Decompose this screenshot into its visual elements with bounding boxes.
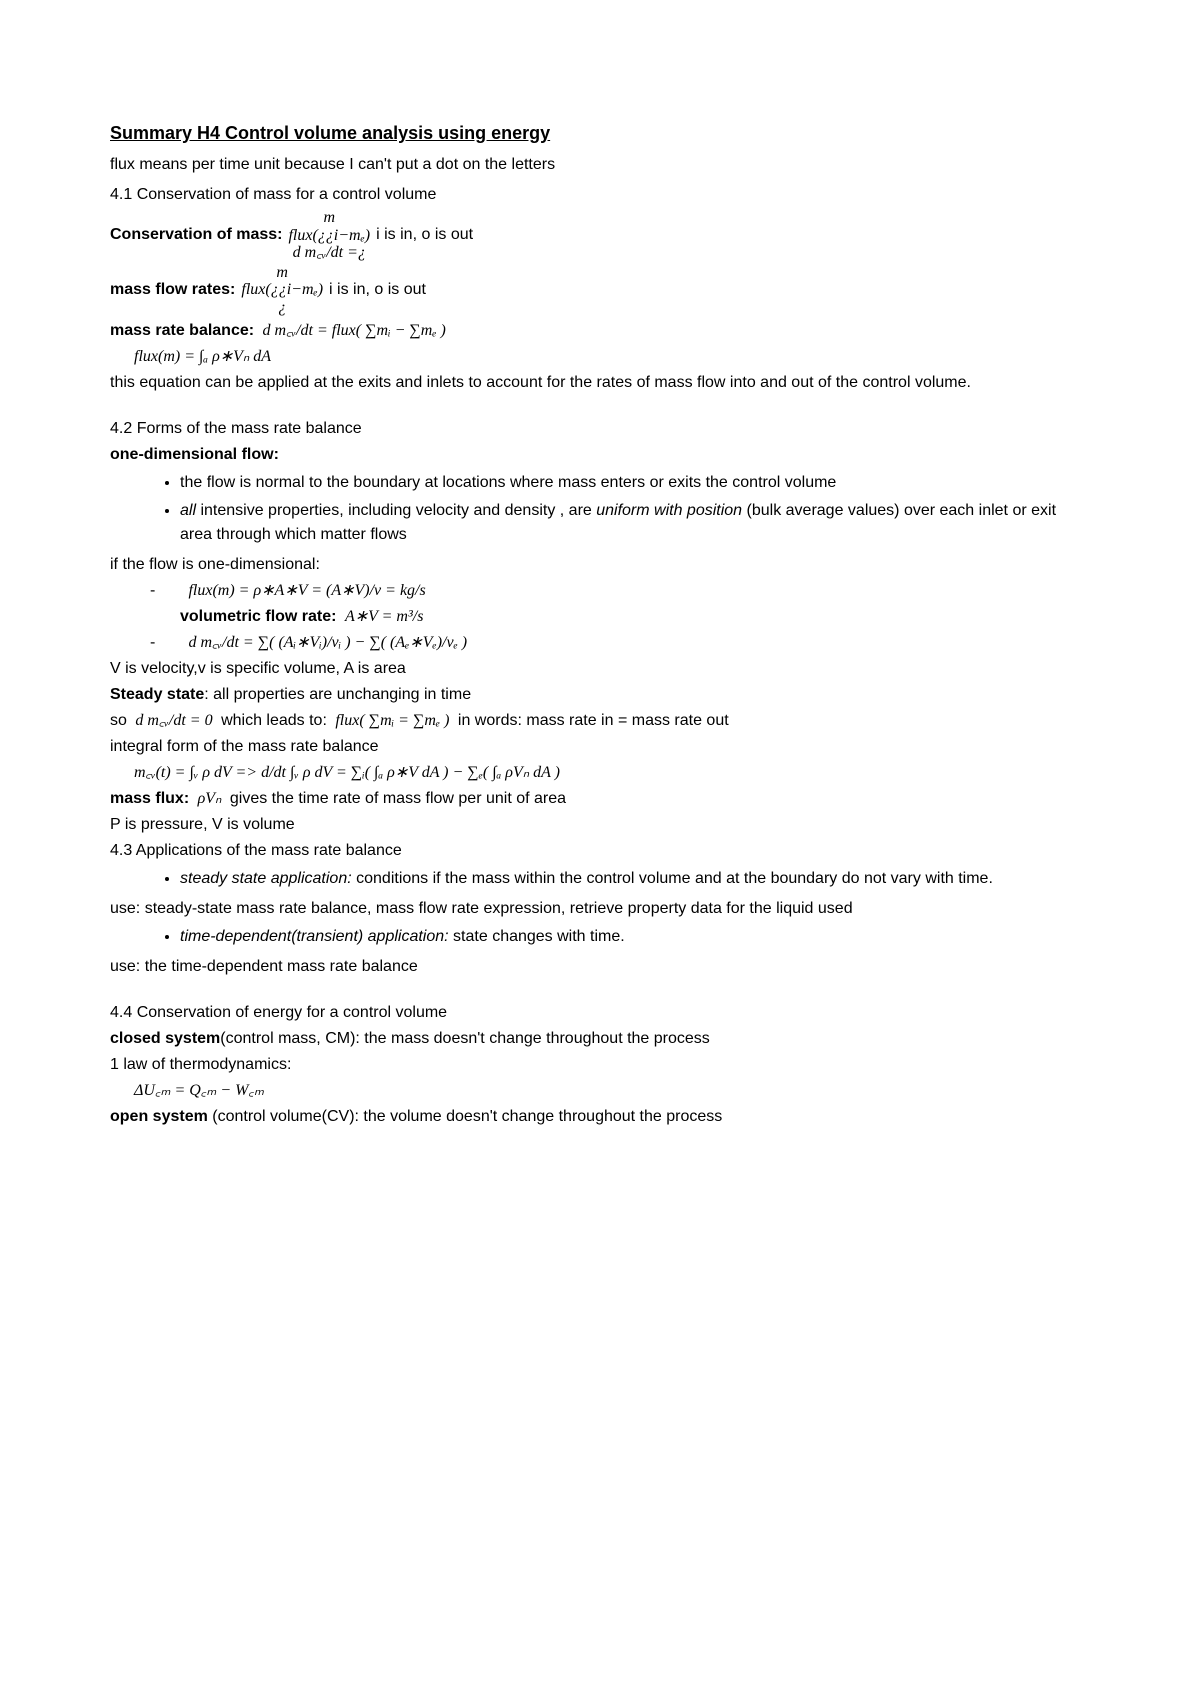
mass-flux-label: mass flux:	[110, 790, 189, 807]
mass-rate-balance-label: mass rate balance:	[110, 322, 254, 339]
flux-integral-note: this equation can be applied at the exit…	[110, 371, 1090, 395]
steady-app-use: use: steady-state mass rate balance, mas…	[110, 897, 1090, 921]
conservation-mass-note: i is in, o is out	[376, 223, 473, 247]
mass-rate-balance-formula: d m꜀ᵥ/dt = flux( ∑mᵢ − ∑mₑ )	[259, 322, 450, 339]
integral-form-heading: integral form of the mass rate balance	[110, 735, 1090, 759]
steady-formula-1: d m꜀ᵥ/dt = 0	[131, 712, 216, 729]
one-dim-formulas-2: d m꜀ᵥ/dt = ∑( (Aᵢ∗Vᵢ)/vᵢ ) − ∑( (Aₑ∗Vₑ)/…	[110, 631, 1090, 655]
variable-legend: V is velocity,v is specific volume, A is…	[110, 657, 1090, 681]
dm-cv-formula: d m꜀ᵥ/dt = ∑( (Aᵢ∗Vᵢ)/vᵢ ) − ∑( (Aₑ∗Vₑ)/…	[184, 634, 471, 651]
one-dim-bullet-1: the flow is normal to the boundary at lo…	[180, 471, 1090, 495]
mass-flow-rates-label: mass flow rates:	[110, 278, 235, 302]
transient-app-bullet: time-dependent(transient) application: s…	[180, 925, 1090, 949]
first-law-label: 1 law of thermodynamics:	[110, 1053, 1090, 1077]
dm-cv-formula-item: d m꜀ᵥ/dt = ∑( (Aᵢ∗Vᵢ)/vᵢ ) − ∑( (Aₑ∗Vₑ)/…	[150, 631, 1090, 655]
transient-app-use: use: the time-dependent mass rate balanc…	[110, 955, 1090, 979]
transient-app-bullets: time-dependent(transient) application: s…	[110, 925, 1090, 949]
steady-app-bullet: steady state application: conditions if …	[180, 867, 1090, 891]
if-one-dimensional: if the flow is one-dimensional:	[110, 553, 1090, 577]
one-dimensional-flow-label: one-dimensional flow:	[110, 443, 1090, 467]
section-4-1-heading: 4.1 Conservation of mass for a control v…	[110, 183, 1090, 207]
document-title: Summary H4 Control volume analysis using…	[110, 120, 1090, 147]
mass-flow-rates-note: i is in, o is out	[329, 278, 426, 302]
section-4-2-heading: 4.2 Forms of the mass rate balance	[110, 417, 1090, 441]
flux-m-formula-item: flux(m) = ρ∗A∗V = (A∗V)/v = kg/s	[150, 579, 1090, 603]
one-dim-formulas: flux(m) = ρ∗A∗V = (A∗V)/v = kg/s	[110, 579, 1090, 603]
pressure-volume-note: P is pressure, V is volume	[110, 813, 1090, 837]
flux-m-formula: flux(m) = ρ∗A∗V = (A∗V)/v = kg/s	[184, 582, 429, 599]
mass-flow-rates-formula: m flux(¿¿i−mₑ) ¿	[235, 264, 329, 317]
flux-integral-formula: flux(m) = ∫ₐ ρ∗Vₙ dA	[130, 348, 275, 365]
steady-state-label: Steady state	[110, 686, 204, 703]
volumetric-flow-rate-label: volumetric flow rate:	[180, 608, 336, 625]
steady-state-def: : all properties are unchanging in time	[204, 686, 471, 703]
open-system-label: open system	[110, 1108, 208, 1125]
closed-system-label: closed system	[110, 1030, 220, 1047]
conservation-mass-label: Conservation of mass:	[110, 223, 282, 247]
so-prefix: so	[110, 712, 131, 729]
section-4-4-heading: 4.4 Conservation of energy for a control…	[110, 1001, 1090, 1025]
one-dim-bullet-2: all intensive properties, including velo…	[180, 499, 1090, 547]
in-words: in words: mass rate in = mass rate out	[458, 712, 729, 729]
mass-flux-formula: ρVₙ	[194, 790, 226, 807]
subtitle-note: flux means per time unit because I can't…	[110, 153, 1090, 177]
mass-flux-def: gives the time rate of mass flow per uni…	[230, 790, 566, 807]
one-dim-bullets: the flow is normal to the boundary at lo…	[110, 471, 1090, 547]
section-4-3-heading: 4.3 Applications of the mass rate balanc…	[110, 839, 1090, 863]
volumetric-flow-rate-formula: A∗V = m³/s	[341, 608, 427, 625]
conservation-mass-formula: m flux(¿¿i−mₑ) d m꜀ᵥ/dt =¿	[282, 209, 376, 262]
integral-form-formula: m꜀ᵥ(t) = ∫ᵥ ρ dV => d/dt ∫ᵥ ρ dV = ∑ᵢ( ∫…	[130, 764, 564, 781]
leads-to: which leads to:	[221, 712, 331, 729]
steady-formula-2: flux( ∑mᵢ = ∑mₑ )	[331, 712, 453, 729]
open-system-def: (control volume(CV): the volume doesn't …	[208, 1108, 722, 1125]
first-law-formula: ΔU꜀ₘ = Q꜀ₘ − W꜀ₘ	[130, 1082, 268, 1099]
steady-app-bullets: steady state application: conditions if …	[110, 867, 1090, 891]
closed-system-def: (control mass, CM): the mass doesn't cha…	[220, 1030, 710, 1047]
